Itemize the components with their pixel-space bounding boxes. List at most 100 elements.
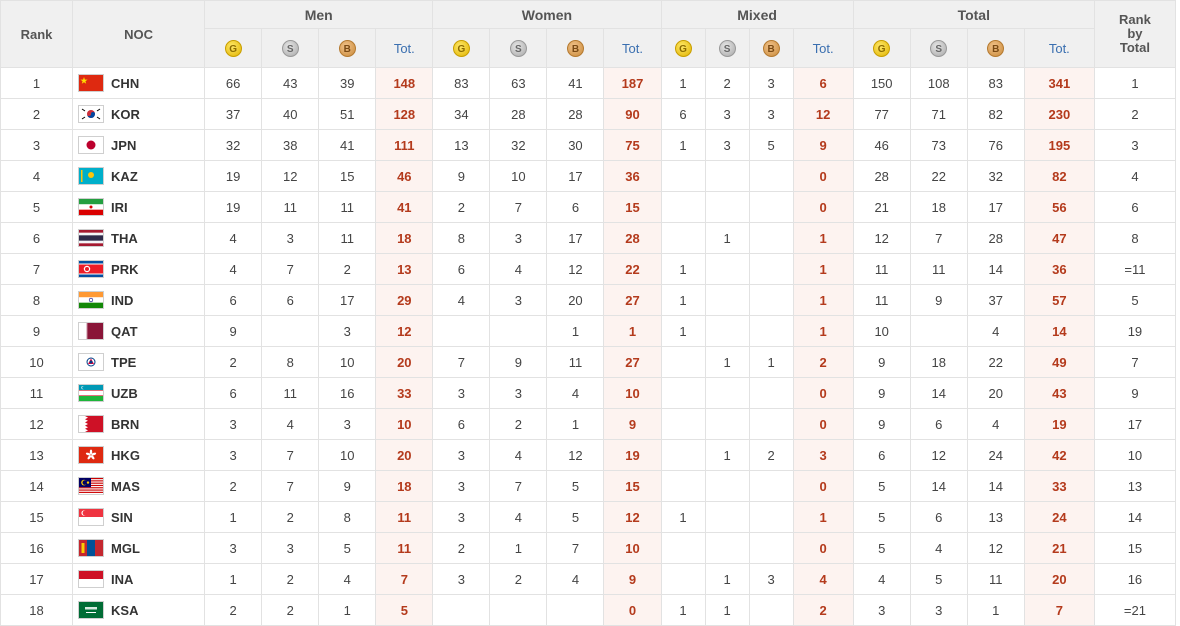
men-silver-cell: 43 [261, 67, 320, 99]
noc-cell[interactable]: IND [72, 284, 206, 316]
women-tot-cell: 27 [603, 284, 662, 316]
mixed-bronze-header[interactable]: B [748, 28, 794, 68]
women-gold-header[interactable]: G [432, 28, 491, 68]
total-silver-cell: 14 [909, 377, 968, 409]
rank-by-total-header[interactable]: Rank by Total [1093, 0, 1177, 68]
noc-code: IRI [111, 199, 128, 215]
noc-header[interactable]: NOC [72, 0, 206, 68]
total-silver-cell: 18 [909, 191, 968, 223]
men-bronze-cell: 8 [318, 501, 377, 533]
noc-code: QAT [111, 323, 138, 339]
men-gold-cell: 3 [204, 408, 263, 440]
kazakhstan-flag-icon [78, 167, 105, 185]
noc-cell[interactable]: MGL [72, 532, 206, 564]
mixed-tot-cell: 0 [792, 408, 854, 440]
total-gold-header[interactable]: G [852, 28, 911, 68]
men-bronze-header[interactable]: B [318, 28, 377, 68]
noc-cell[interactable]: QAT [72, 315, 206, 347]
noc-cell[interactable]: SIN [72, 501, 206, 533]
total-silver-cell: 9 [909, 284, 968, 316]
men-silver-header[interactable]: S [261, 28, 320, 68]
total-silver-header[interactable]: S [909, 28, 968, 68]
indonesia-flag-icon [78, 570, 105, 588]
rank-by-total-cell: 6 [1093, 191, 1177, 223]
rank-by-total-cell: 15 [1093, 532, 1177, 564]
men-bronze-cell: 51 [318, 98, 377, 130]
women-bronze-cell: 41 [546, 67, 605, 99]
table-row: 17 INA 1 2 4 7 3 2 4 9 1 3 4 4 5 11 20 16 [0, 563, 1177, 595]
bronze-medal-icon: B [338, 39, 356, 57]
men-bronze-cell: 10 [318, 439, 377, 471]
total-bronze-cell: 28 [966, 222, 1025, 254]
women-bronze-cell: 5 [546, 501, 605, 533]
mixed-silver-cell: 3 [704, 129, 750, 161]
noc-cell[interactable]: PRK [72, 253, 206, 285]
china-flag-icon [78, 74, 105, 92]
men-gold-cell: 19 [204, 191, 263, 223]
total-tot-header[interactable]: Tot. [1023, 28, 1095, 68]
mixed-bronze-cell: 3 [748, 563, 794, 595]
men-silver-cell: 7 [261, 470, 320, 502]
women-tot-cell: 27 [603, 346, 662, 378]
rank-cell: 16 [0, 532, 74, 564]
noc-cell[interactable]: IRI [72, 191, 206, 223]
noc-cell[interactable]: UZB [72, 377, 206, 409]
men-gold-cell: 19 [204, 160, 263, 192]
rank-cell: 13 [0, 439, 74, 471]
mixed-silver-header[interactable]: S [704, 28, 750, 68]
mixed-bronze-cell [748, 284, 794, 316]
bronze-medal-icon: B [566, 39, 584, 57]
noc-cell[interactable]: KAZ [72, 160, 206, 192]
noc-code: JPN [111, 137, 137, 153]
men-gold-cell: 4 [204, 222, 263, 254]
women-group-header: Women [432, 0, 662, 29]
women-tot-cell: 75 [603, 129, 662, 161]
mixed-silver-cell: 2 [704, 67, 750, 99]
total-bronze-header[interactable]: B [966, 28, 1025, 68]
rank-cell: 1 [0, 67, 74, 99]
silver-medal-icon: S [930, 39, 948, 57]
women-bronze-cell: 20 [546, 284, 605, 316]
women-bronze-cell: 7 [546, 532, 605, 564]
women-silver-cell: 3 [489, 284, 548, 316]
men-bronze-cell: 15 [318, 160, 377, 192]
men-gold-header[interactable]: G [204, 28, 263, 68]
noc-cell[interactable]: THA [72, 222, 206, 254]
noc-cell[interactable]: BRN [72, 408, 206, 440]
noc-cell[interactable]: INA [72, 563, 206, 595]
women-bronze-cell: 4 [546, 563, 605, 595]
total-gold-cell: 10 [852, 315, 911, 347]
women-tot-header[interactable]: Tot. [603, 28, 662, 68]
women-gold-cell: 3 [432, 563, 491, 595]
silver-medal-icon: S [281, 39, 299, 57]
total-bronze-cell: 4 [966, 315, 1025, 347]
women-tot-cell: 9 [603, 408, 662, 440]
women-silver-cell: 4 [489, 439, 548, 471]
noc-cell[interactable]: JPN [72, 129, 206, 161]
noc-cell[interactable]: HKG [72, 439, 206, 471]
men-tot-cell: 11 [375, 532, 434, 564]
total-silver-cell: 22 [909, 160, 968, 192]
total-gold-cell: 46 [852, 129, 911, 161]
mixed-tot-header[interactable]: Tot. [792, 28, 854, 68]
noc-cell[interactable]: TPE [72, 346, 206, 378]
rank-by-total-cell: 10 [1093, 439, 1177, 471]
noc-cell[interactable]: MAS [72, 470, 206, 502]
women-silver-cell: 2 [489, 563, 548, 595]
rank-header[interactable]: Rank [0, 0, 74, 68]
table-row: 1 CHN 66 43 39 148 83 63 41 187 1 2 3 6 150 108 83 341 1 [0, 67, 1177, 99]
noc-cell[interactable]: KOR [72, 98, 206, 130]
women-silver-header[interactable]: S [489, 28, 548, 68]
rank-by-total-cell: =11 [1093, 253, 1177, 285]
women-bronze-header[interactable]: B [546, 28, 605, 68]
mixed-silver-cell [704, 284, 750, 316]
men-bronze-cell: 5 [318, 532, 377, 564]
noc-cell[interactable]: CHN [72, 67, 206, 99]
mixed-gold-cell: 6 [660, 98, 706, 130]
women-gold-cell: 83 [432, 67, 491, 99]
men-tot-cell: 46 [375, 160, 434, 192]
men-tot-header[interactable]: Tot. [375, 28, 434, 68]
mixed-gold-header[interactable]: G [660, 28, 706, 68]
thailand-flag-icon [78, 229, 105, 247]
women-gold-cell: 2 [432, 532, 491, 564]
